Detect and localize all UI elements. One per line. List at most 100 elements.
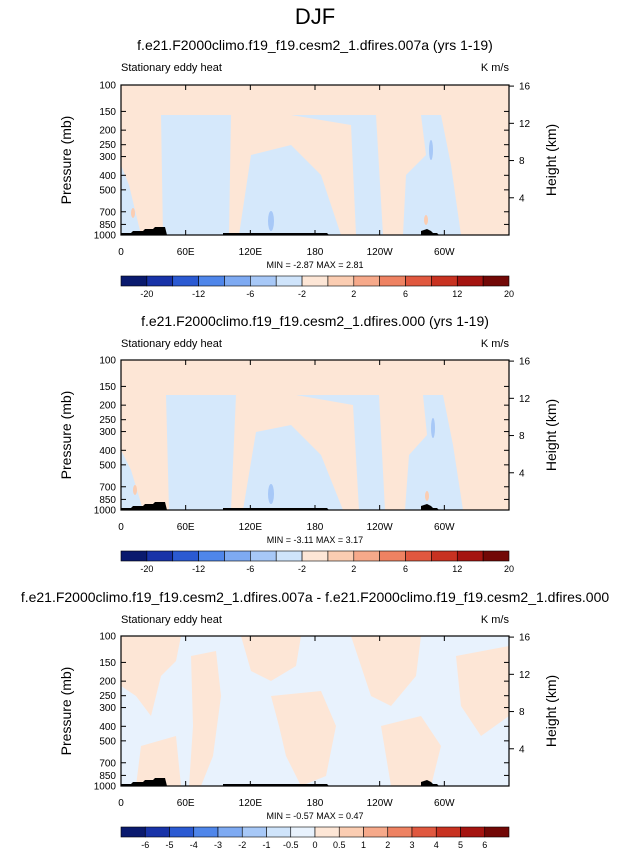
height-tick-label: 12 bbox=[519, 394, 531, 405]
colorbar-label: -12 bbox=[192, 564, 205, 574]
colorbar-swatch bbox=[224, 550, 251, 562]
panel-1-height-ticks: 4 8 12 16 bbox=[509, 82, 531, 204]
x-tick-label: 120W bbox=[367, 798, 394, 809]
colorbar-swatch bbox=[379, 275, 406, 287]
y-tick-label: 100 bbox=[99, 81, 116, 92]
colorbar-label: -0.5 bbox=[283, 840, 299, 850]
y-tick-label: 850 bbox=[99, 495, 116, 506]
y-tick-label: 500 bbox=[99, 460, 116, 471]
panel-1-units: K m/s bbox=[481, 62, 510, 74]
panel-1-positive-region-west bbox=[121, 115, 163, 235]
y-tick-label: 150 bbox=[99, 382, 116, 393]
colorbar-swatch bbox=[338, 826, 364, 838]
panel-2-positive-cell-a bbox=[133, 485, 137, 495]
y-tick-label: 1000 bbox=[94, 506, 117, 517]
colorbar-swatch bbox=[405, 550, 432, 562]
colorbar-swatch bbox=[146, 275, 174, 287]
x-tick-label: 60W bbox=[434, 247, 455, 258]
colorbar-label: 12 bbox=[452, 289, 462, 299]
panel-2-units: K m/s bbox=[481, 338, 510, 350]
panel-3-positive-region-b bbox=[189, 651, 221, 786]
colorbar-swatch bbox=[120, 550, 148, 562]
y-tick-label: 200 bbox=[99, 401, 116, 412]
colorbar-swatch bbox=[314, 826, 340, 838]
y-tick-label: 300 bbox=[99, 427, 116, 438]
y-tick-label: 500 bbox=[99, 736, 116, 747]
colorbar-label: -2 bbox=[298, 289, 306, 299]
colorbar-label: -12 bbox=[192, 289, 205, 299]
colorbar-label: 20 bbox=[504, 564, 514, 574]
colorbar-label: -1 bbox=[262, 840, 270, 850]
panel-2-colorbar: -20 -12 -6 -2 2 6 12 20 bbox=[120, 550, 514, 574]
colorbar-label: -6 bbox=[246, 289, 254, 299]
panel-3-positive-region-a bbox=[121, 636, 181, 716]
colorbar-swatch bbox=[169, 826, 195, 838]
colorbar-label: 6 bbox=[403, 289, 408, 299]
y-tick-label: 850 bbox=[99, 771, 116, 782]
panel-2-height-ticks: 4 8 12 16 bbox=[509, 357, 531, 479]
panel-3-topography bbox=[121, 778, 439, 786]
x-tick-label: 120W bbox=[367, 247, 394, 258]
colorbar-label: -6 bbox=[141, 840, 149, 850]
panel-2-positive-region-west bbox=[121, 395, 169, 510]
y-tick-label: 700 bbox=[99, 758, 116, 769]
panel-1-positive-region-central bbox=[229, 115, 356, 235]
panel-3-y-axis-label: Pressure (mb) bbox=[58, 667, 74, 756]
panel-1-negative-cell-a bbox=[268, 211, 274, 231]
colorbar-swatch bbox=[172, 275, 199, 287]
x-tick-label: 180 bbox=[307, 247, 324, 258]
panel-2-positive-region-central bbox=[231, 395, 359, 510]
height-tick-label: 8 bbox=[519, 431, 525, 442]
y-tick-label: 100 bbox=[99, 632, 116, 643]
panel-2-y-axis-label: Pressure (mb) bbox=[58, 391, 74, 480]
colorbar-swatch bbox=[172, 550, 199, 562]
colorbar-label: 0.5 bbox=[333, 840, 346, 850]
panel-3-positive-region-c bbox=[241, 636, 301, 681]
colorbar-label: 2 bbox=[351, 564, 356, 574]
colorbar-label: 5 bbox=[458, 840, 463, 850]
y-tick-label: 300 bbox=[99, 703, 116, 714]
season-title: DJF bbox=[295, 4, 335, 29]
colorbar-swatch bbox=[217, 826, 243, 838]
colorbar-label: -4 bbox=[190, 840, 198, 850]
y-tick-label: 150 bbox=[99, 107, 116, 118]
y-tick-label: 200 bbox=[99, 677, 116, 688]
colorbar-label: -2 bbox=[298, 564, 306, 574]
colorbar-label: 2 bbox=[351, 289, 356, 299]
x-tick-label: 60E bbox=[177, 247, 195, 258]
colorbar-swatch bbox=[241, 826, 267, 838]
panel-2-left-label: Stationary eddy heat bbox=[121, 338, 222, 350]
panel-3-positive-region-h bbox=[136, 736, 181, 786]
colorbar-swatch bbox=[275, 275, 303, 287]
panel-1-topography bbox=[121, 227, 439, 235]
colorbar-swatch bbox=[327, 550, 355, 562]
colorbar-swatch bbox=[250, 550, 277, 562]
x-tick-label: 60E bbox=[177, 798, 195, 809]
panel-3-positive-region-g bbox=[456, 646, 509, 736]
colorbar-label: -20 bbox=[140, 289, 153, 299]
colorbar-swatch bbox=[435, 826, 461, 838]
panel-3-positive-region-f bbox=[381, 716, 441, 786]
panel-3-positive-region-d bbox=[271, 691, 336, 786]
y-tick-label: 850 bbox=[99, 220, 116, 231]
colorbar-swatch bbox=[193, 826, 219, 838]
panel-2: f.e21.F2000climo.f19_f19.cesm2_1.dfires.… bbox=[58, 313, 559, 574]
colorbar-label: -5 bbox=[165, 840, 173, 850]
panel-2-negative-cell-a bbox=[268, 484, 274, 504]
height-tick-label: 16 bbox=[519, 82, 531, 93]
panel-1-left-label: Stationary eddy heat bbox=[121, 62, 222, 74]
colorbar-swatch bbox=[431, 550, 458, 562]
panel-3-positive-regions bbox=[121, 636, 509, 786]
colorbar-swatch bbox=[431, 275, 458, 287]
colorbar-swatch bbox=[275, 550, 303, 562]
y-tick-label: 400 bbox=[99, 446, 116, 457]
panel-1-y-axis-label: Pressure (mb) bbox=[58, 116, 74, 205]
y-tick-label: 150 bbox=[99, 658, 116, 669]
colorbar-label: -3 bbox=[214, 840, 222, 850]
colorbar-swatch bbox=[144, 826, 170, 838]
